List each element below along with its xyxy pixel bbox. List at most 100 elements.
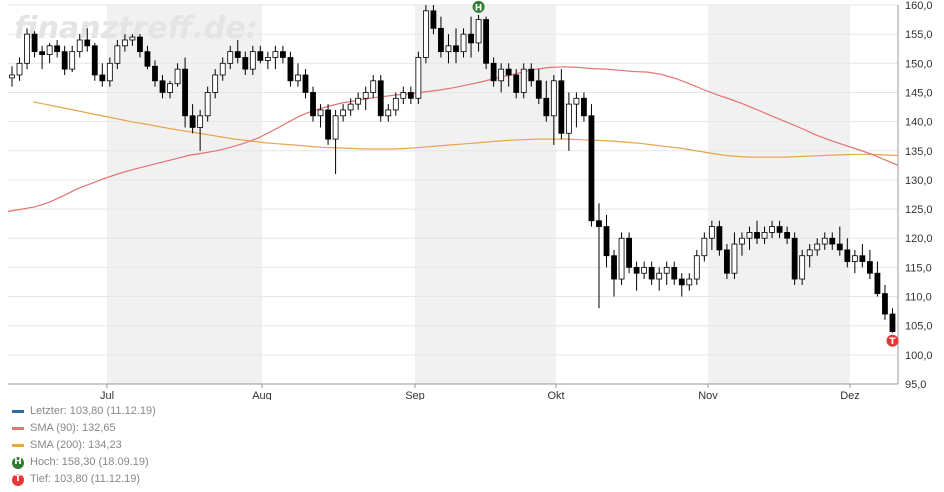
y-tick-label: 130,0: [905, 175, 933, 187]
legend-label-last: Letzter: 103,80 (11.12.19): [30, 405, 156, 417]
candle-up: [106, 62, 113, 82]
candle-up: [114, 45, 121, 64]
candle-up: [746, 231, 753, 239]
price-chart: finanztreff.de: 95,0 100,0 105,0 110,0 115,0 1…: [7, 0, 933, 400]
sma90-line: [7, 66, 899, 212]
candle-down: [784, 231, 791, 239]
candle-down: [603, 226, 610, 257]
watermark-text: finanztreff.de:: [14, 11, 258, 46]
candle-down: [859, 255, 866, 262]
candle-up: [806, 249, 813, 257]
legend-item-last: Letzter: 103,80 (11.12.19): [12, 403, 156, 420]
y-tick-label: 100,0: [905, 350, 933, 362]
candle-up: [362, 92, 369, 99]
candle-up: [332, 115, 339, 140]
candle-down: [310, 92, 316, 117]
candle-down: [468, 33, 474, 44]
candle-up: [129, 36, 136, 41]
candle-down: [716, 226, 723, 251]
low-marker-icon: T: [12, 473, 24, 486]
high-marker-icon: H: [12, 456, 24, 469]
candle-up: [9, 74, 15, 79]
legend-label-low: Tief: 103,80 (11.12.19): [30, 473, 141, 485]
candle-up: [520, 68, 527, 93]
y-tick-label: 120,0: [905, 233, 933, 245]
candle-up: [227, 51, 234, 64]
candle-up: [701, 237, 708, 257]
candle-down: [528, 68, 535, 82]
candle-down: [535, 80, 542, 99]
candle-up: [355, 97, 362, 105]
candle-up: [641, 266, 648, 274]
candle-down: [633, 266, 640, 274]
candle-down: [242, 57, 249, 70]
month-band: [708, 5, 850, 384]
candle-up: [821, 237, 828, 245]
candle-down: [152, 65, 158, 82]
candle-down: [430, 10, 437, 29]
y-tick-label: 155,0: [905, 29, 933, 41]
candle-down: [257, 51, 264, 61]
candle-down: [438, 27, 444, 53]
candle-up: [264, 57, 271, 61]
candle-up: [385, 109, 392, 117]
candle-down: [874, 272, 881, 295]
candle-up: [769, 226, 775, 233]
candle-down: [829, 237, 836, 245]
candle-down: [671, 266, 678, 280]
candle-up: [219, 62, 226, 76]
legend-label-sma90: SMA (90): 132,65: [30, 422, 116, 434]
candle-down: [588, 115, 595, 222]
candle-up: [799, 255, 806, 280]
last-price-swatch-icon: [12, 410, 24, 413]
candle-down: [377, 80, 384, 117]
chart-legend: Letzter: 103,80 (11.12.19) SMA (90): 132…: [12, 403, 156, 488]
candle-up: [46, 45, 53, 55]
x-tick-label: Dez: [840, 390, 860, 400]
x-tick-label: Okt: [547, 390, 564, 400]
candle-up: [370, 80, 377, 93]
y-tick-label: 135,0: [905, 146, 933, 158]
candle-down: [189, 115, 196, 128]
candle-down: [611, 255, 617, 280]
candle-up: [686, 278, 693, 286]
y-tick-label: 125,0: [905, 204, 933, 216]
candle-up: [814, 243, 821, 251]
candle-up: [422, 10, 429, 58]
candle-up: [249, 51, 256, 70]
candle-up: [167, 83, 173, 93]
candle-up: [295, 74, 301, 82]
candle-down: [836, 243, 843, 251]
legend-label-high: Hoch: 158,30 (18.09.19): [30, 456, 149, 468]
y-tick-label: 110,0: [905, 292, 932, 304]
y-tick-label: 150,0: [905, 58, 933, 70]
candle-up: [761, 231, 768, 239]
candle-up: [24, 33, 30, 64]
candle-up: [272, 51, 279, 58]
low-marker-icon: [886, 334, 899, 347]
candle-up: [197, 115, 204, 128]
candle-up: [400, 92, 407, 99]
candle-down: [581, 97, 587, 117]
candle-up: [347, 103, 354, 111]
candle-down: [866, 261, 873, 274]
candle-down: [84, 39, 91, 47]
candle-down: [302, 74, 309, 93]
candle-up: [415, 57, 422, 99]
candle-down: [280, 51, 286, 58]
candle-up: [731, 243, 738, 274]
candle-down: [626, 237, 632, 268]
candle-down: [882, 293, 888, 315]
candle-down: [54, 45, 61, 53]
candle-down: [490, 62, 497, 82]
candle-up: [550, 80, 557, 117]
candle-down: [325, 109, 331, 140]
y-tick-label: 105,0: [905, 321, 933, 333]
high-marker-icon: [472, 0, 485, 13]
candle-down: [505, 68, 512, 76]
candle-up: [739, 237, 745, 245]
candle-up: [565, 103, 572, 134]
x-tick-label: Jul: [100, 390, 114, 400]
candle-up: [69, 51, 76, 70]
candle-down: [453, 45, 459, 53]
